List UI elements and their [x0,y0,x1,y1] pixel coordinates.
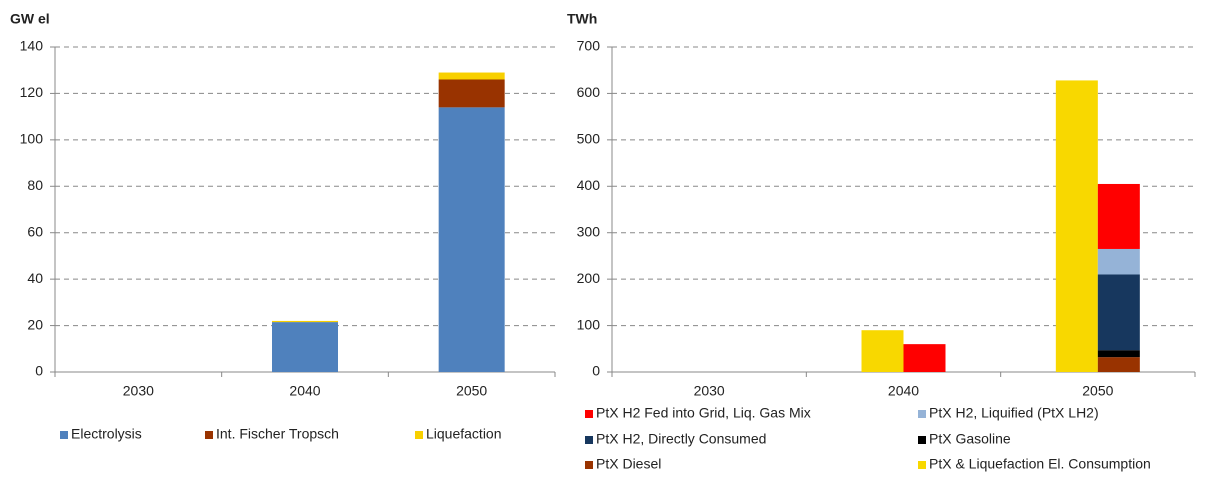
legend-label: Electrolysis [71,426,142,442]
legend-swatch [585,410,593,418]
bar-segment [903,344,946,372]
y-tick-label: 0 [592,363,600,379]
bar-segment [1097,183,1140,249]
axis-title: TWh [567,11,597,27]
legend-swatch [205,431,213,439]
legend-label: PtX & Liquefaction El. Consumption [929,456,1151,472]
bar-segment [438,72,505,80]
legend-label: PtX H2 Fed into Grid, Liq. Gas Mix [596,405,811,421]
y-tick-label: 140 [20,38,44,54]
bar-segment [272,320,338,323]
legend-label: PtX Gasoline [929,431,1011,447]
legend-swatch [585,461,593,469]
y-tick-label: 0 [35,363,43,379]
y-tick-label: 600 [577,84,601,100]
y-tick-label: 400 [577,177,601,193]
bar-segment [1097,274,1140,351]
legend-swatch [60,431,68,439]
x-tick-label: 2030 [694,383,725,399]
legend-swatch [415,431,423,439]
y-tick-label: 20 [27,316,43,332]
legend-label: Liquefaction [426,426,502,442]
y-tick-label: 200 [577,270,601,286]
bar-segment [272,322,338,372]
y-tick-label: 80 [27,177,43,193]
legend-label: PtX H2, Liquified (PtX LH2) [929,405,1099,421]
bar-segment [1055,80,1098,372]
x-tick-label: 2030 [123,383,154,399]
y-tick-label: 100 [20,131,44,147]
x-tick-label: 2050 [456,383,487,399]
bar-segment [861,330,904,372]
x-tick-label: 2040 [888,383,919,399]
y-tick-label: 700 [577,38,601,54]
legend-label: PtX Diesel [596,456,661,472]
y-tick-label: 300 [577,223,601,239]
x-tick-label: 2040 [289,383,320,399]
bar-segment [438,107,505,372]
bar-segment [1097,248,1140,275]
y-tick-label: 40 [27,270,43,286]
legend-swatch [918,410,926,418]
legend-label: PtX H2, Directly Consumed [596,431,766,447]
bar-segment [1097,357,1140,372]
y-tick-label: 100 [577,316,601,332]
bar-segment [438,79,505,108]
legend-swatch [918,461,926,469]
legend-swatch [585,436,593,444]
x-tick-label: 2050 [1082,383,1113,399]
legend-swatch [918,436,926,444]
y-tick-label: 500 [577,131,601,147]
bar-segment [1097,350,1140,358]
y-tick-label: 60 [27,223,43,239]
y-tick-label: 120 [20,84,44,100]
axis-title: GW el [10,11,50,27]
legend-label: Int. Fischer Tropsch [216,426,339,442]
